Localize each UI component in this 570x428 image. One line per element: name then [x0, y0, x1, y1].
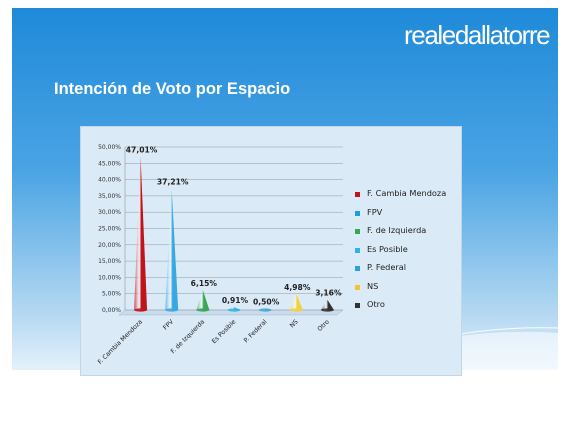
cone-layer [134, 156, 334, 312]
legend-label: F. de Izquierda [367, 225, 427, 235]
cone-bar-chart: 0,00% 5,00% 10,00% 15,00% 20,00% 25,00% 30,00%… [97, 144, 344, 366]
x-category-label: Es Posible [211, 318, 238, 345]
x-category-label: P. Federal [243, 318, 269, 344]
y-tick-label: 35,00% [98, 193, 121, 200]
legend-label: F. Cambia Mendoza [367, 188, 447, 198]
grid-layer [118, 146, 344, 316]
data-label: 3,16% [315, 289, 342, 298]
x-category-label: NS [289, 318, 300, 329]
legend-label: FPV [367, 206, 383, 217]
data-labels: 47,01% 37,21% 6,15% 0,91% 0,50% 4,98% 3,16% [126, 146, 342, 307]
legend-label: NS [367, 280, 379, 291]
y-tick-label: 30,00% [98, 209, 121, 216]
legend-swatch [355, 284, 360, 290]
x-category-label: F. de Izquierda [170, 318, 207, 355]
data-label: 37,21% [157, 178, 189, 187]
legend-swatch [355, 266, 360, 271]
y-tick-label: 45,00% [98, 160, 121, 167]
legend-label: P. Federal [367, 262, 407, 272]
legend-swatch [355, 247, 360, 253]
y-tick-label: 50,00% [98, 144, 121, 151]
legend-label: Es Posible [367, 243, 408, 254]
cone-bar [196, 289, 210, 312]
legend-swatch [355, 303, 360, 308]
y-tick-label: 25,00% [98, 226, 121, 233]
x-category-label: FPV [162, 318, 176, 332]
cone-base [196, 308, 210, 312]
y-axis-ticks: 0,00% 5,00% 10,00% 15,00% 20,00% 25,00% 30,00%… [98, 144, 121, 314]
data-label: 6,15% [191, 279, 218, 288]
y-tick-label: 40,00% [98, 177, 121, 184]
data-label: 0,50% [253, 297, 280, 306]
y-tick-label: 0,00% [102, 307, 121, 314]
cone-base [258, 308, 272, 312]
legend-swatch [355, 229, 360, 234]
cone-base [320, 308, 334, 312]
y-tick-label: 5,00% [102, 291, 121, 298]
cone-base [134, 308, 148, 312]
data-label: 4,98% [284, 283, 311, 292]
legend-swatch [355, 210, 360, 216]
y-tick-label: 15,00% [98, 258, 121, 265]
data-label: 47,01% [126, 146, 158, 155]
cone-base [165, 308, 179, 312]
brand-logo: realedallatorre [404, 20, 551, 50]
chart-panel: 0,00% 5,00% 10,00% 15,00% 20,00% 25,00% 30,00%… [80, 126, 462, 376]
cone-bar [289, 293, 303, 312]
legend-swatch [355, 192, 360, 197]
cone-base [227, 308, 241, 312]
y-tick-label: 20,00% [98, 242, 121, 249]
slide-title: Intención de Voto por Espacio [54, 80, 291, 98]
cone-bar [134, 156, 148, 312]
data-label: 0,91% [222, 296, 249, 305]
cone-bar [165, 188, 179, 312]
x-category-label: F. Cambia Mendoza [97, 318, 144, 365]
cone-base [289, 308, 303, 312]
y-tick-label: 10,00% [98, 274, 121, 281]
legend-label: Otro [367, 299, 385, 309]
x-category-label: Otro [316, 318, 331, 333]
